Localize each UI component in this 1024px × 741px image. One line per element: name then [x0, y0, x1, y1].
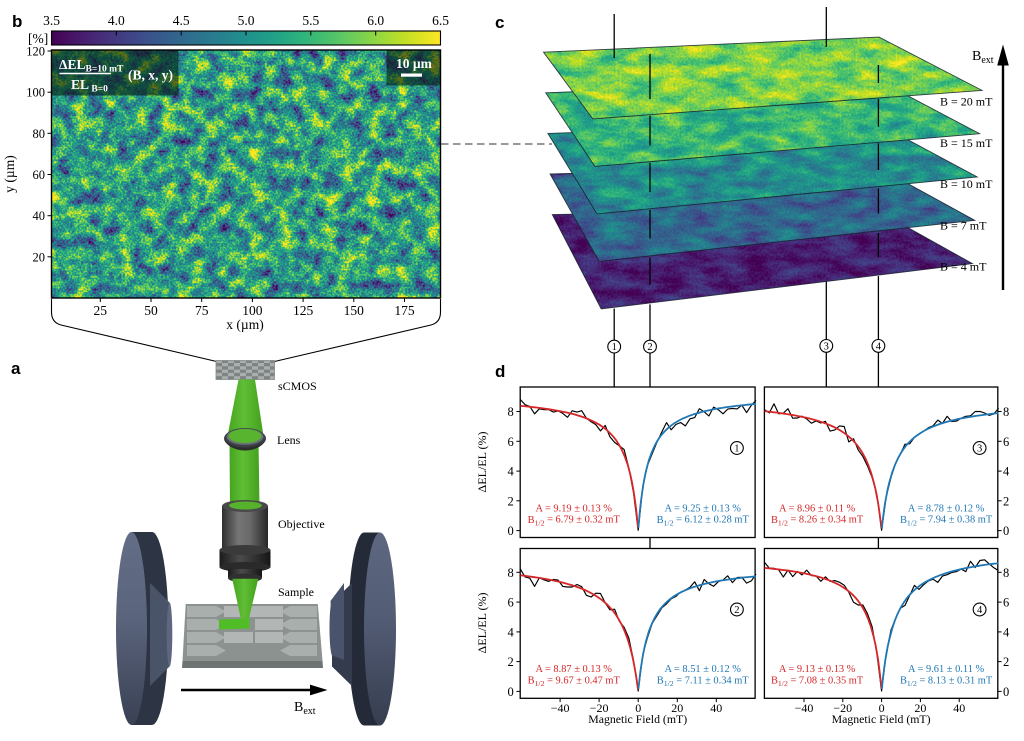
svg-text:B = 20 mT: B = 20 mT [940, 95, 993, 109]
svg-text:50: 50 [144, 303, 158, 318]
svg-text:B = 4 mT: B = 4 mT [940, 260, 987, 274]
svg-text:100: 100 [242, 303, 263, 318]
svg-text:120: 120 [26, 45, 45, 59]
svg-text:1: 1 [612, 342, 617, 353]
svg-text:0: 0 [879, 701, 885, 715]
svg-text:8: 8 [1003, 566, 1009, 580]
svg-text:−40: −40 [795, 701, 814, 715]
svg-text:B1/2 = 7.11 ± 0.34 mT: B1/2 = 7.11 ± 0.34 mT [657, 676, 750, 689]
svg-text:4.5: 4.5 [173, 13, 190, 28]
svg-text:A = 8.78 ± 0.12 %: A = 8.78 ± 0.12 % [908, 503, 985, 514]
svg-text:4: 4 [507, 465, 514, 479]
svg-text:0: 0 [507, 685, 513, 699]
svg-text:20: 20 [671, 701, 683, 715]
svg-text:10 µm: 10 µm [396, 56, 433, 71]
svg-text:sCMOS: sCMOS [278, 379, 317, 393]
svg-text:3.5: 3.5 [43, 13, 60, 28]
svg-text:8: 8 [507, 566, 513, 580]
svg-text:8: 8 [1003, 405, 1009, 419]
svg-text:5.0: 5.0 [238, 13, 255, 28]
svg-text:40: 40 [953, 701, 965, 715]
svg-text:b: b [12, 12, 22, 31]
svg-text:[%]: [%] [28, 31, 48, 46]
svg-text:B1/2 = 6.12 ± 0.28 mT: B1/2 = 6.12 ± 0.28 mT [657, 515, 750, 528]
svg-text:80: 80 [33, 127, 46, 141]
svg-text:3: 3 [824, 341, 829, 352]
svg-text:Magnetic Field (mT): Magnetic Field (mT) [832, 712, 931, 726]
svg-text:2: 2 [507, 655, 513, 669]
svg-text:20: 20 [33, 250, 46, 264]
svg-text:x (µm): x (µm) [226, 317, 263, 332]
svg-text:B1/2 = 9.67 ± 0.47 mT: B1/2 = 9.67 ± 0.47 mT [528, 676, 621, 689]
svg-text:B = 10 mT: B = 10 mT [940, 177, 993, 191]
svg-text:−40: −40 [551, 701, 570, 715]
svg-text:Sample: Sample [278, 585, 314, 599]
svg-text:B1/2 = 7.08 ± 0.35 mT: B1/2 = 7.08 ± 0.35 mT [771, 676, 864, 689]
svg-text:d: d [495, 362, 505, 381]
svg-text:6: 6 [1003, 435, 1009, 449]
svg-text:175: 175 [394, 303, 415, 318]
svg-text:a: a [11, 359, 21, 378]
svg-text:B1/2 = 8.26 ± 0.34 mT: B1/2 = 8.26 ± 0.34 mT [771, 515, 864, 528]
svg-text:0: 0 [507, 524, 513, 538]
svg-text:4: 4 [1003, 465, 1010, 479]
svg-text:8: 8 [507, 405, 513, 419]
svg-text:B1/2 = 7.94 ± 0.38 mT: B1/2 = 7.94 ± 0.38 mT [900, 515, 993, 528]
svg-text:4: 4 [977, 605, 983, 616]
svg-text:B = 15 mT: B = 15 mT [940, 136, 993, 150]
svg-text:c: c [495, 13, 504, 32]
svg-text:A = 9.13 ± 0.13 %: A = 9.13 ± 0.13 % [779, 664, 856, 675]
svg-text:6: 6 [507, 596, 513, 610]
svg-text:4: 4 [876, 341, 882, 352]
svg-text:6: 6 [1003, 596, 1009, 610]
svg-text:0: 0 [1003, 685, 1009, 699]
svg-text:6.5: 6.5 [432, 13, 449, 28]
svg-text:60: 60 [33, 168, 46, 182]
svg-text:Magnetic Field (mT): Magnetic Field (mT) [588, 712, 687, 726]
svg-text:6.0: 6.0 [367, 13, 384, 28]
svg-text:6: 6 [507, 435, 513, 449]
svg-text:2: 2 [507, 494, 513, 508]
svg-text:2: 2 [647, 342, 652, 353]
svg-text:3: 3 [977, 443, 982, 454]
svg-text:100: 100 [26, 86, 45, 100]
svg-text:2: 2 [734, 605, 739, 616]
svg-text:ΔEL/EL (%): ΔEL/EL (%) [475, 593, 489, 654]
svg-text:40: 40 [710, 701, 722, 715]
svg-text:125: 125 [293, 303, 314, 318]
svg-text:−20: −20 [833, 701, 852, 715]
svg-text:A = 9.61 ± 0.11 %: A = 9.61 ± 0.11 % [908, 664, 984, 675]
svg-text:B1/2 = 8.13 ± 0.31 mT: B1/2 = 8.13 ± 0.31 mT [900, 676, 993, 689]
svg-text:4: 4 [507, 626, 514, 640]
svg-text:2: 2 [1003, 494, 1009, 508]
svg-text:A = 9.19 ± 0.13 %: A = 9.19 ± 0.13 % [535, 503, 612, 514]
svg-text:5.5: 5.5 [302, 13, 319, 28]
svg-text:A = 8.96 ± 0.11 %: A = 8.96 ± 0.11 % [779, 503, 855, 514]
svg-text:A = 9.25 ± 0.13 %: A = 9.25 ± 0.13 % [664, 503, 741, 514]
svg-text:4.0: 4.0 [108, 13, 125, 28]
svg-text:ΔEL/EL (%): ΔEL/EL (%) [475, 432, 489, 493]
svg-text:25: 25 [94, 303, 108, 318]
svg-text:y (µm): y (µm) [2, 155, 17, 192]
svg-text:20: 20 [914, 701, 926, 715]
svg-text:2: 2 [1003, 655, 1009, 669]
svg-text:Objective: Objective [278, 517, 325, 531]
svg-text:40: 40 [33, 209, 46, 223]
svg-text:Lens: Lens [277, 433, 301, 447]
svg-text:(B, x, y): (B, x, y) [128, 68, 173, 83]
svg-text:0: 0 [635, 701, 641, 715]
svg-text:−20: −20 [590, 701, 609, 715]
svg-text:75: 75 [195, 303, 209, 318]
svg-text:A = 8.51 ± 0.12 %: A = 8.51 ± 0.12 % [664, 664, 741, 675]
svg-text:150: 150 [344, 303, 365, 318]
svg-text:0: 0 [1003, 524, 1009, 538]
svg-text:B1/2 = 6.79 ± 0.32 mT: B1/2 = 6.79 ± 0.32 mT [528, 515, 621, 528]
svg-text:4: 4 [1003, 626, 1010, 640]
svg-text:1: 1 [734, 443, 739, 454]
svg-text:B = 7 mT: B = 7 mT [940, 218, 987, 232]
svg-text:A = 8.87 ± 0.13 %: A = 8.87 ± 0.13 % [535, 664, 612, 675]
